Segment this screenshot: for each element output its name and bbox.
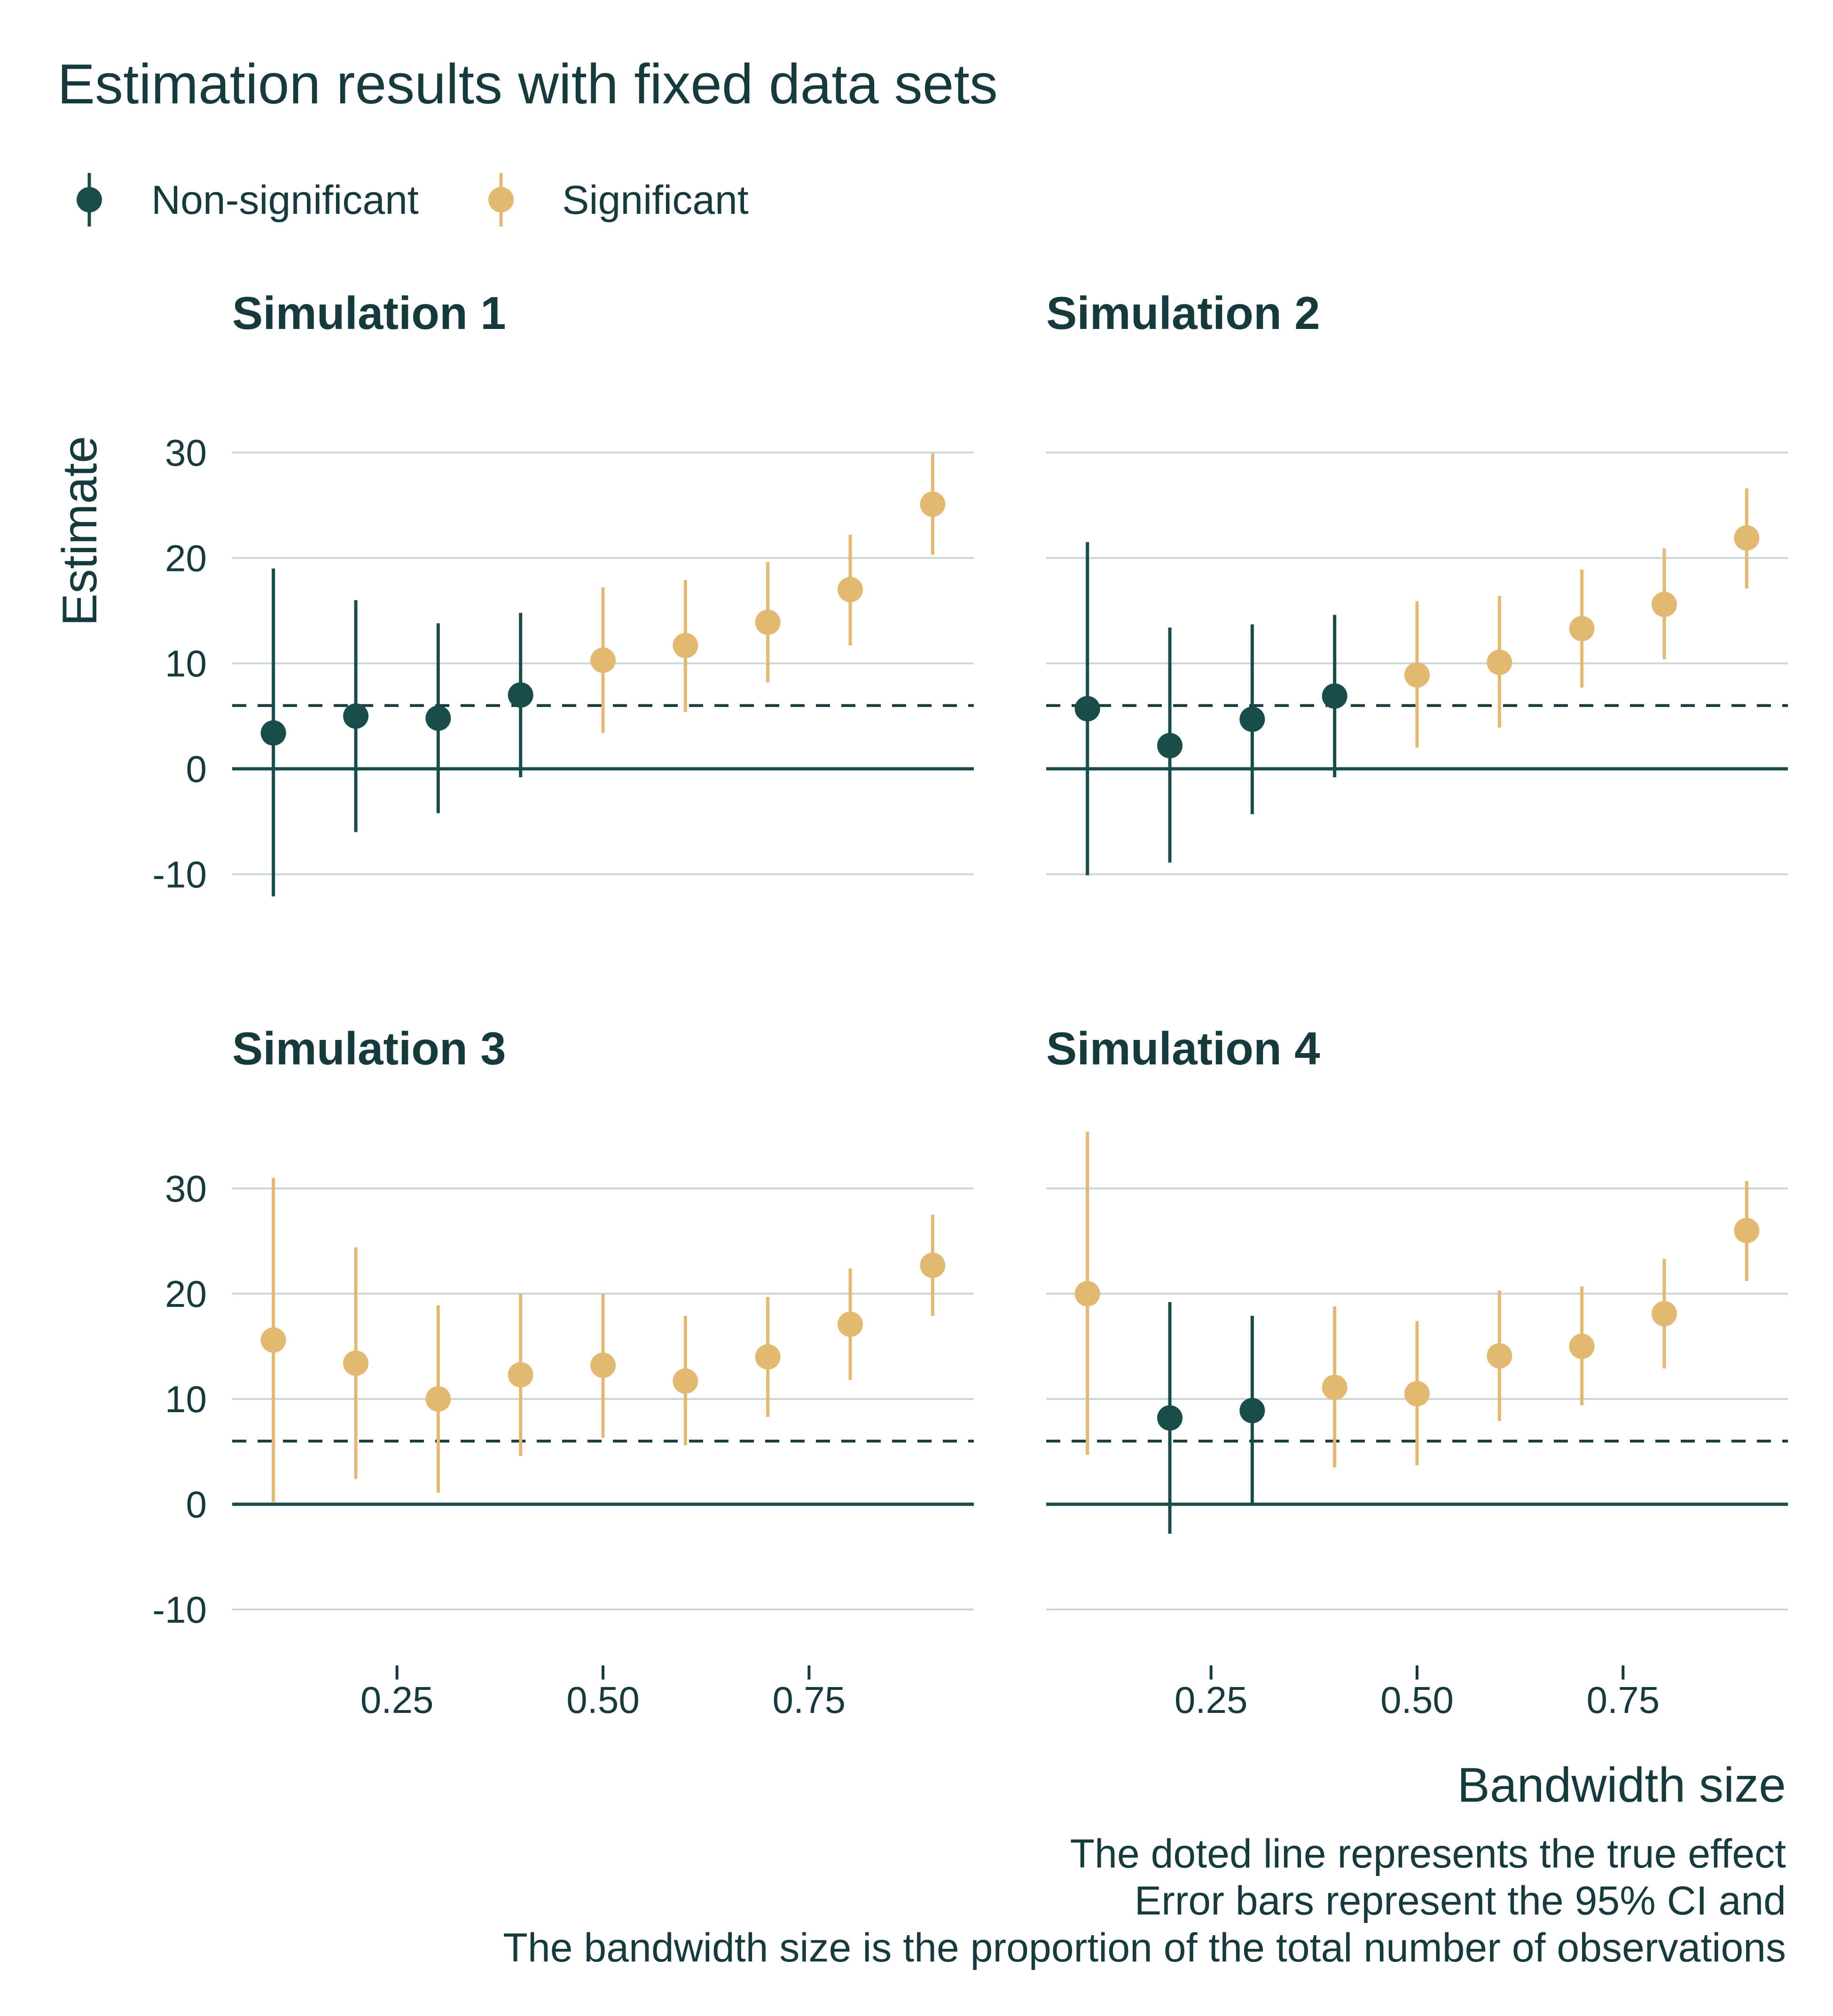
panel-1: Simulation 1 -10 0 10 20 30	[152, 287, 974, 897]
x-tick-label: 0.25	[1175, 1679, 1248, 1721]
point	[838, 1311, 863, 1337]
point	[1074, 1281, 1100, 1306]
panel-title: Simulation 1	[232, 287, 506, 339]
x-tick-label: 0.75	[772, 1679, 846, 1721]
point	[1239, 1398, 1265, 1423]
point	[508, 682, 533, 708]
point	[260, 1327, 286, 1353]
legend-item-significant: Significant	[488, 173, 749, 227]
point	[673, 633, 698, 658]
y-tick-label: 20	[165, 537, 207, 579]
point	[920, 491, 946, 517]
legend-item-non-significant: Non-significant	[77, 173, 419, 227]
point	[590, 1352, 616, 1378]
point	[920, 1252, 946, 1278]
y-tick-label: 20	[165, 1273, 207, 1315]
point	[1404, 662, 1430, 688]
point	[343, 1350, 368, 1376]
x-tick-label: 0.25	[360, 1679, 434, 1721]
facet-panels: Simulation 1 -10 0 10 20 30 Simulation 2 Simula…	[152, 287, 1788, 1721]
point	[508, 1362, 533, 1388]
x-axis-title: Bandwidth size	[1457, 1758, 1786, 1813]
y-axis-title: Estimate	[53, 436, 107, 626]
point	[343, 703, 368, 729]
legend-label-non-significant: Non-significant	[151, 178, 419, 223]
point	[1569, 1334, 1595, 1359]
point	[1322, 683, 1347, 709]
caption: The doted line represents the true effec…	[503, 1831, 1786, 1970]
point	[1074, 696, 1100, 722]
caption-line-1: The doted line represents the true effec…	[1070, 1831, 1786, 1876]
legend-marker-significant	[488, 187, 514, 212]
point	[260, 720, 286, 746]
x-tick-label: 0.50	[566, 1679, 640, 1721]
point	[425, 1386, 451, 1412]
y-tick-label: -10	[152, 853, 207, 895]
legend-marker-non-significant	[77, 187, 102, 212]
x-tick-label: 0.50	[1380, 1679, 1454, 1721]
y-tick-label: 0	[186, 748, 207, 790]
y-tick-label: 0	[186, 1484, 207, 1525]
point	[1157, 733, 1183, 758]
panel-title: Simulation 2	[1046, 287, 1320, 339]
panel-2: Simulation 2	[1046, 287, 1788, 875]
legend: Non-significant Significant	[77, 173, 749, 227]
point	[838, 577, 863, 602]
panel-4: Simulation 4 0.25 0.50 0.75	[1046, 1023, 1788, 1721]
point	[1322, 1375, 1347, 1400]
legend-label-significant: Significant	[562, 178, 749, 223]
y-tick-label: 30	[165, 1168, 207, 1210]
point	[1239, 706, 1265, 732]
panel-title: Simulation 3	[232, 1023, 506, 1074]
point	[1734, 1218, 1760, 1243]
point	[425, 705, 451, 731]
point	[1652, 592, 1677, 617]
panel-title: Simulation 4	[1046, 1023, 1320, 1074]
caption-line-2: Error bars represent the 95% CI and	[1135, 1878, 1786, 1923]
point	[1404, 1381, 1430, 1407]
y-tick-label: 30	[165, 432, 207, 474]
point	[755, 1344, 781, 1370]
point	[1734, 525, 1760, 551]
y-tick-label: 10	[165, 643, 207, 685]
point	[590, 647, 616, 673]
y-tick-label: -10	[152, 1589, 207, 1631]
point	[1487, 1343, 1512, 1369]
point	[1487, 649, 1512, 675]
point	[673, 1368, 698, 1394]
panel-3: Simulation 3 -10 0 10 20 30 0.25 0.50 0.75	[152, 1023, 974, 1721]
point	[1157, 1405, 1183, 1431]
x-tick-label: 0.75	[1586, 1679, 1660, 1721]
point	[1569, 616, 1595, 641]
y-tick-label: 10	[165, 1378, 207, 1420]
chart-title: Estimation results with fixed data sets	[57, 53, 998, 116]
caption-line-3: The bandwidth size is the proportion of …	[503, 1925, 1786, 1970]
point	[755, 609, 781, 635]
point	[1652, 1301, 1677, 1327]
